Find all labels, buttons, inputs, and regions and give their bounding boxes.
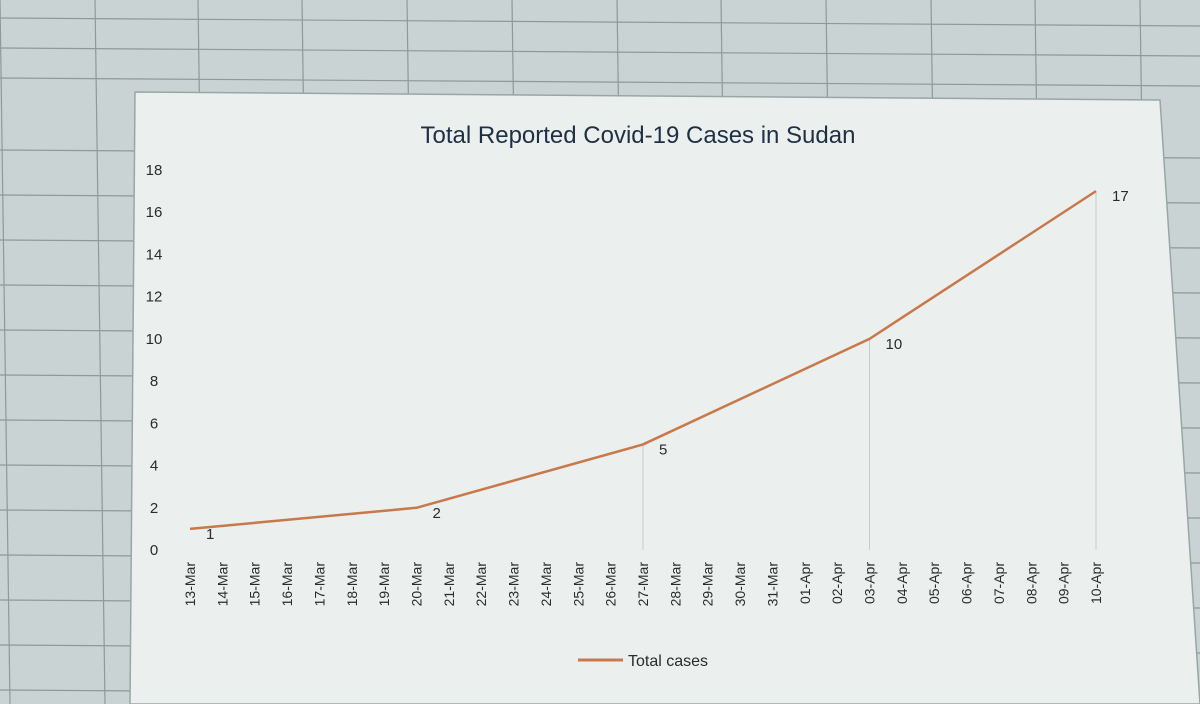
data-label: 10 [886, 336, 903, 353]
x-tick-label: 05-Apr [926, 562, 942, 604]
x-tick-label: 13-Mar [182, 562, 198, 607]
y-tick-label: 16 [146, 204, 163, 221]
sheet-gridline-horizontal [0, 77, 1200, 87]
x-tick-label: 25-Mar [570, 562, 586, 607]
x-tick-label: 23-Mar [506, 562, 522, 607]
x-tick-label: 02-Apr [829, 562, 845, 604]
x-tick-label: 15-Mar [247, 562, 263, 607]
x-tick-label: 03-Apr [862, 562, 878, 604]
x-tick-label: 28-Mar [667, 562, 683, 607]
sheet-gridline-horizontal [0, 47, 1200, 57]
x-tick-label: 27-Mar [635, 562, 651, 607]
x-tick-label: 22-Mar [473, 562, 489, 607]
x-tick-label: 16-Mar [279, 562, 295, 607]
x-tick-label: 19-Mar [376, 562, 392, 607]
y-tick-label: 18 [146, 162, 163, 179]
legend-label: Total cases [628, 653, 708, 670]
y-tick-label: 0 [150, 542, 158, 559]
y-tick-label: 2 [150, 500, 158, 517]
series-line-total-cases [189, 190, 1097, 531]
y-tick-label: 14 [146, 246, 163, 263]
x-tick-label: 24-Mar [538, 562, 554, 607]
x-tick-label: 06-Apr [959, 562, 975, 604]
x-tick-label: 17-Mar [311, 562, 327, 607]
y-tick-label: 10 [146, 331, 163, 348]
chart-area [129, 91, 1200, 704]
x-tick-label: 09-Apr [1056, 562, 1072, 604]
x-tick-label: 29-Mar [700, 562, 716, 607]
x-tick-label: 04-Apr [894, 562, 910, 604]
x-tick-label: 08-Apr [1023, 562, 1039, 604]
data-label: 2 [433, 505, 441, 522]
sheet-gridline-vertical [94, 0, 106, 704]
legend: Total cases [578, 653, 708, 670]
x-tick-label: 01-Apr [797, 562, 813, 604]
x-tick-label: 10-Apr [1088, 562, 1104, 604]
y-tick-label: 6 [150, 415, 158, 432]
x-tick-label: 26-Mar [603, 562, 619, 607]
chart-title: Total Reported Covid-19 Cases in Sudan [421, 122, 856, 149]
data-label: 1 [206, 526, 214, 543]
y-tick-label: 8 [150, 373, 158, 390]
data-label: 5 [659, 441, 667, 458]
sheet-gridline-vertical [0, 0, 11, 704]
sheet-gridline-horizontal [0, 17, 1200, 27]
y-tick-label: 12 [146, 289, 163, 306]
x-tick-label: 31-Mar [764, 562, 780, 607]
x-tick-label: 30-Mar [732, 562, 748, 607]
x-tick-label: 21-Mar [441, 562, 457, 607]
x-tick-label: 18-Mar [344, 562, 360, 607]
data-label: 17 [1112, 188, 1129, 205]
x-tick-label: 20-Mar [409, 562, 425, 607]
x-tick-label: 14-Mar [214, 562, 230, 607]
x-tick-label: 07-Apr [991, 562, 1007, 604]
y-tick-label: 4 [150, 458, 158, 475]
